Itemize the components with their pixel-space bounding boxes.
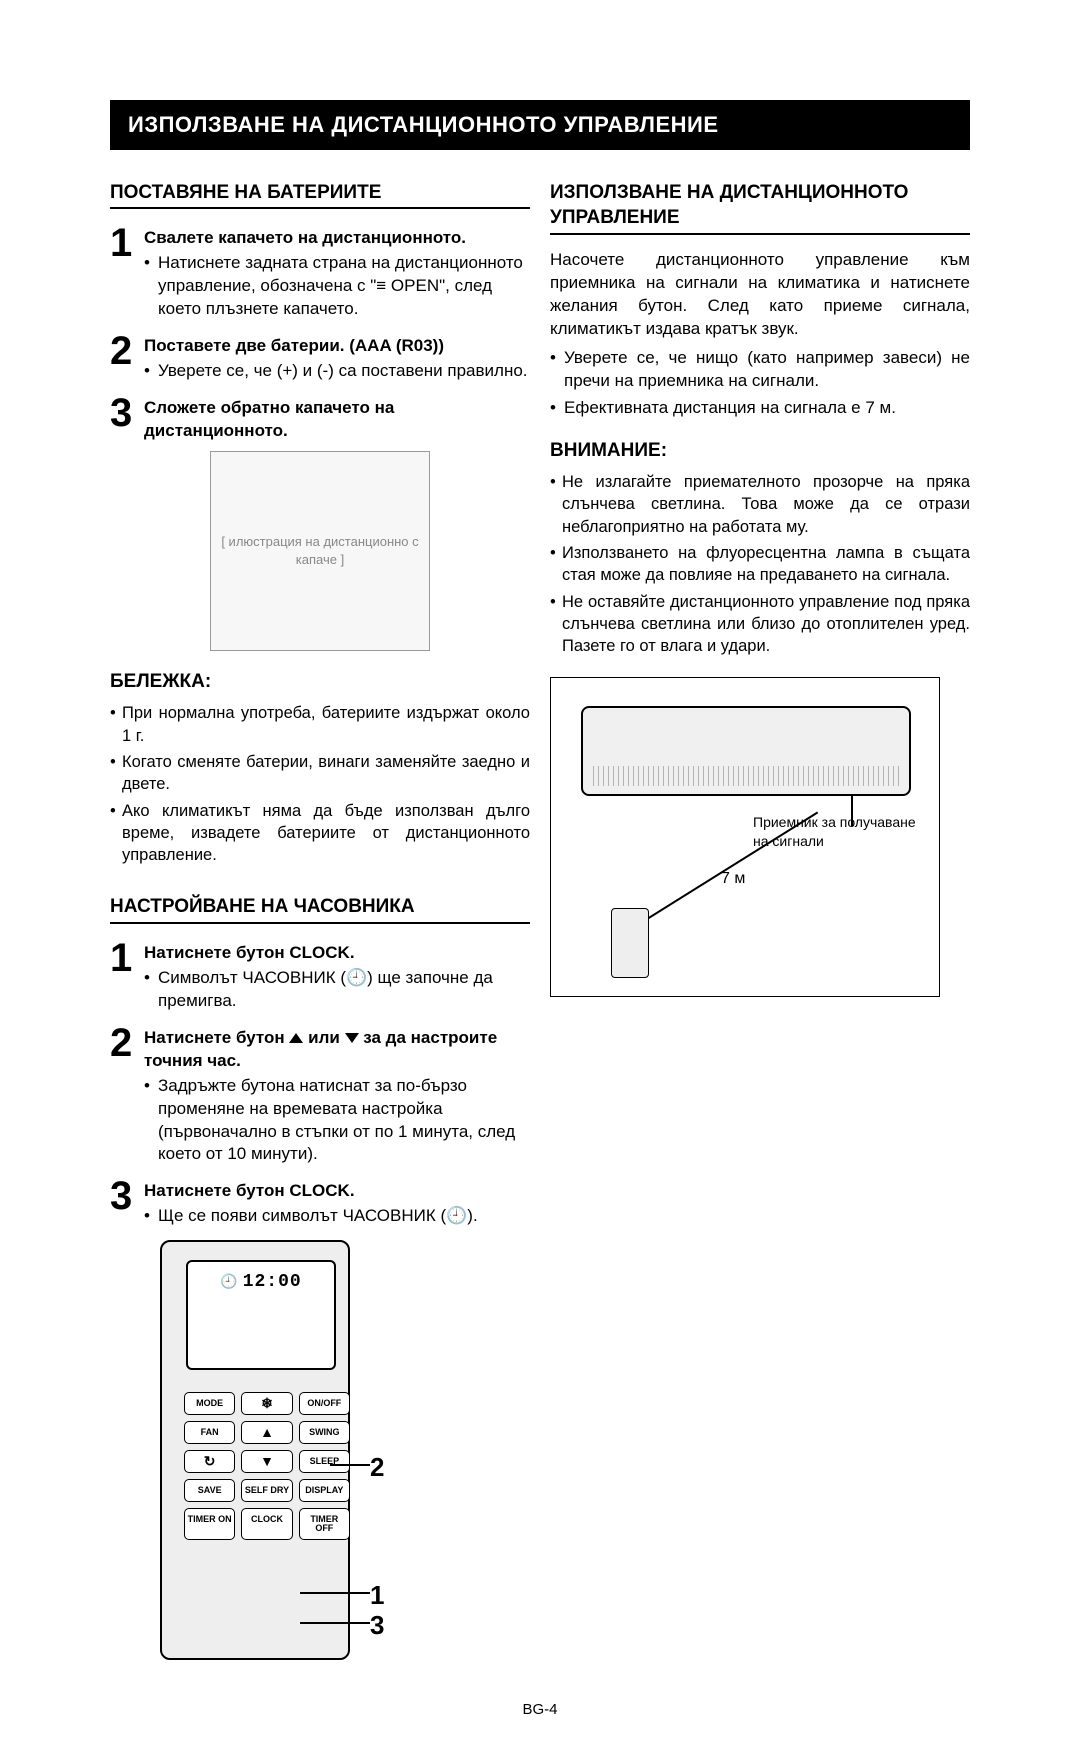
usage-bullets: Уверете се, че нищо (като например завес… [550, 347, 970, 420]
ac-unit-diagram: Приемник за получаване на сигнали 7 м [550, 677, 940, 997]
remote-button-timeroff: TIMER OFF [299, 1508, 350, 1540]
attention-title: ВНИМАНИЕ: [550, 438, 970, 464]
remote-screen: 🕘12:00 [186, 1260, 336, 1370]
remote-button-onoff: ON/OFF [299, 1392, 350, 1415]
step-heading: Свалете капачето на дистанционното. [144, 227, 530, 250]
right-column: ИЗПОЛЗВАНЕ НА ДИСТАНЦИОННОТО УПРАВЛЕНИЕ … [550, 174, 970, 1661]
step-bullet: Символът ЧАСОВНИК (🕘) ще започне да прем… [144, 967, 530, 1013]
usage-bullet: Уверете се, че нищо (като например завес… [550, 347, 970, 393]
section-title-usage: ИЗПОЛЗВАНЕ НА ДИСТАНЦИОННОТО УПРАВЛЕНИЕ [550, 180, 970, 235]
note-item: При нормална употреба, батериите издържа… [110, 702, 530, 747]
clock-icon: 🕘 [220, 1275, 238, 1291]
step-bullet: Натиснете задната страна на дистанционно… [144, 252, 530, 321]
note-list: При нормална употреба, батериите издържа… [110, 702, 530, 866]
callout-line [330, 1464, 370, 1466]
step-number: 1 [110, 938, 138, 978]
section-title-batteries: ПОСТАВЯНЕ НА БАТЕРИИТЕ [110, 180, 530, 210]
remote-button-up: ▲ [241, 1421, 292, 1444]
ac-unit-shape [581, 706, 911, 796]
attention-item: Не оставяйте дистанционното управление п… [550, 591, 970, 658]
clock-step-3: 3 Натиснете бутон CLOCK. Ще се появи сим… [110, 1176, 530, 1232]
two-column-layout: ПОСТАВЯНЕ НА БАТЕРИИТЕ 1 Свалете капачет… [110, 174, 970, 1661]
remote-button-down: ▼ [241, 1450, 292, 1473]
step-heading: Поставете две батерии. (AAA (R03)) [144, 335, 530, 358]
left-column: ПОСТАВЯНЕ НА БАТЕРИИТЕ 1 Свалете капачет… [110, 174, 530, 1661]
remote-control-figure: 🕘12:00 MODE ❄ ON/OFF FAN ▲ SWING ↻ ▼ SLE… [150, 1240, 390, 1660]
remote-screen-time: 🕘12:00 [220, 1270, 301, 1294]
usage-paragraph: Насочете дистанционното управление към п… [550, 249, 970, 341]
step-number: 2 [110, 1023, 138, 1063]
usage-bullet: Ефективната дистанция на сигнала е 7 м. [550, 397, 970, 420]
callout-number-2: 2 [370, 1450, 384, 1485]
note-item: Когато сменяте батерии, винаги заменяйте… [110, 751, 530, 796]
note-item: Ако климатикът няма да бъде използван дъ… [110, 800, 530, 867]
remote-button-sleep: SLEEP [299, 1450, 350, 1473]
receiver-label: Приемник за получаване на сигнали [753, 813, 923, 851]
step-heading: Натиснете бутон CLOCK. [144, 1180, 530, 1203]
battery-step-2: 2 Поставете две батерии. (AAA (R03)) Уве… [110, 331, 530, 387]
step-heading-part: или [303, 1028, 344, 1047]
ac-grille [593, 766, 899, 786]
remote-button-timeron: TIMER ON [184, 1508, 235, 1540]
step-bullet: Ще се появи символът ЧАСОВНИК (🕘). [144, 1205, 530, 1228]
callout-line [300, 1622, 370, 1624]
battery-cover-illustration: [ илюстрация на дистанционно с капаче ] [210, 451, 430, 651]
clock-step-2: 2 Натиснете бутон или за да настроите то… [110, 1023, 530, 1171]
step-number: 2 [110, 331, 138, 371]
attention-item: Използването на флуоресцентна лампа в съ… [550, 542, 970, 587]
battery-step-1: 1 Свалете капачето на дистанционното. На… [110, 223, 530, 325]
remote-button-cycle-icon: ↻ [184, 1450, 235, 1473]
remote-button-cool-icon: ❄ [241, 1392, 292, 1415]
step-number: 3 [110, 1176, 138, 1216]
remote-button-clock: CLOCK [241, 1508, 292, 1540]
up-arrow-icon [289, 1033, 303, 1043]
remote-button-grid: MODE ❄ ON/OFF FAN ▲ SWING ↻ ▼ SLEEP SAVE… [184, 1392, 350, 1540]
page-number: BG-4 [110, 1700, 970, 1720]
attention-list: Не излагайте приемателното прозорче на п… [550, 471, 970, 657]
callout-number-3: 3 [370, 1608, 384, 1643]
remote-button-mode: MODE [184, 1392, 235, 1415]
battery-step-3: 3 Сложете обратно капачето на дистанцион… [110, 393, 530, 443]
step-heading: Сложете обратно капачето на дистанционно… [144, 397, 530, 443]
step-number: 1 [110, 223, 138, 263]
step-heading: Натиснете бутон или за да настроите точн… [144, 1027, 530, 1073]
down-arrow-icon [345, 1033, 359, 1043]
callout-line [300, 1592, 370, 1594]
clock-step-1: 1 Натиснете бутон CLOCK. Символът ЧАСОВН… [110, 938, 530, 1017]
remote-body: 🕘12:00 MODE ❄ ON/OFF FAN ▲ SWING ↻ ▼ SLE… [160, 1240, 350, 1660]
attention-item: Не излагайте приемателното прозорче на п… [550, 471, 970, 538]
mini-remote-shape [611, 908, 649, 978]
step-bullet: Задръжте бутона натиснат за по-бързо про… [144, 1075, 530, 1167]
distance-label: 7 м [721, 868, 745, 890]
note-title: БЕЛЕЖКА: [110, 669, 530, 695]
step-heading-part: Натиснете бутон [144, 1028, 289, 1047]
step-bullet: Уверете се, че (+) и (-) са поставени пр… [144, 360, 530, 383]
remote-button-selfdry: SELF DRY [241, 1479, 292, 1502]
remote-button-save: SAVE [184, 1479, 235, 1502]
step-number: 3 [110, 393, 138, 433]
remote-button-display: DISPLAY [299, 1479, 350, 1502]
remote-button-swing: SWING [299, 1421, 350, 1444]
section-title-clock: НАСТРОЙВАНЕ НА ЧАСОВНИКА [110, 894, 530, 924]
step-heading: Натиснете бутон CLOCK. [144, 942, 530, 965]
remote-button-fan: FAN [184, 1421, 235, 1444]
page-banner: ИЗПОЛЗВАНЕ НА ДИСТАНЦИОННОТО УПРАВЛЕНИЕ [110, 100, 970, 150]
